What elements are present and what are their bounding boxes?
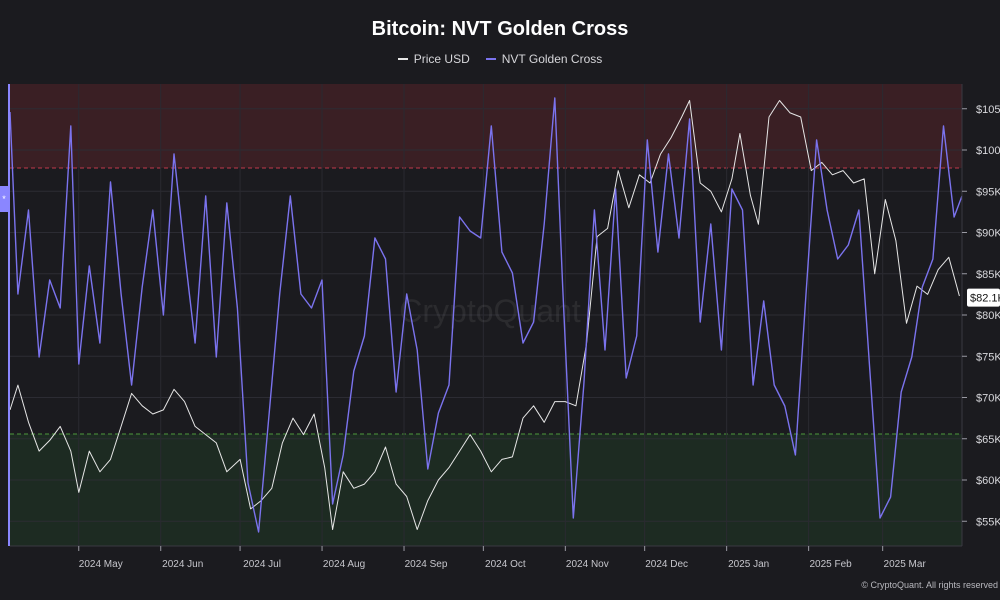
x-tick-label: 2024 Dec [645, 559, 688, 570]
y-tick-label: $55K [976, 516, 1000, 528]
lower-band [10, 434, 962, 546]
legend-item-price[interactable]: Price USD [397, 52, 470, 66]
watermark: CryptoQuant [399, 293, 581, 329]
copyright-notice: © CryptoQuant. All rights reserved [861, 580, 998, 590]
x-tick-label: 2025 Feb [809, 559, 852, 570]
y-tick-label: $95K [976, 186, 1000, 198]
chart-legend: Price USD NVT Golden Cross [0, 52, 1000, 66]
y-tick-label: $80K [976, 310, 1000, 322]
chart-title: Bitcoin: NVT Golden Cross [371, 18, 629, 40]
upper-band [10, 84, 962, 168]
side-marker[interactable]: * [0, 186, 8, 212]
last-price-label: $82.1K [970, 293, 1000, 305]
series-line-price [9, 100, 960, 530]
series-lines [9, 97, 963, 533]
legend-label-nvt: NVT Golden Cross [501, 52, 603, 66]
y-tick-label: $70K [976, 393, 1000, 405]
x-tick-label: 2025 Mar [884, 559, 927, 570]
last-price-tag [967, 288, 1000, 307]
grid-lines [10, 84, 962, 546]
threshold-bands [10, 84, 962, 546]
x-tick-label: 2025 Jan [728, 559, 769, 570]
y-tick-label: $90K [976, 228, 1000, 240]
y-tick-label: $105K [976, 104, 1000, 116]
x-tick-label: 2024 Jul [243, 559, 281, 570]
axes: $55K $60K $65K $70K $75K $80K $85K $90K $95K $100… [8, 84, 1000, 570]
legend-item-nvt[interactable]: NVT Golden Cross [485, 52, 603, 66]
x-tick-label: 2024 Jun [162, 559, 203, 570]
y-tick-label: $60K [976, 475, 1000, 487]
x-tick-label: 2024 May [79, 559, 123, 570]
x-tick-label: 2024 Sep [405, 559, 448, 570]
y-tick-label: $65K [976, 434, 1000, 446]
x-tick-label: 2024 Aug [323, 559, 365, 570]
y-tick-label: $85K [976, 269, 1000, 281]
y-tick-label: $75K [976, 351, 1000, 363]
y-tick-label: $100K [976, 145, 1000, 157]
series-line-nvt [9, 97, 963, 533]
legend-swatch-price [397, 58, 408, 60]
legend-swatch-nvt [485, 58, 496, 60]
x-tick-label: 2024 Nov [566, 559, 609, 570]
x-tick-label: 2024 Oct [485, 559, 526, 570]
legend-label-price: Price USD [413, 52, 470, 66]
